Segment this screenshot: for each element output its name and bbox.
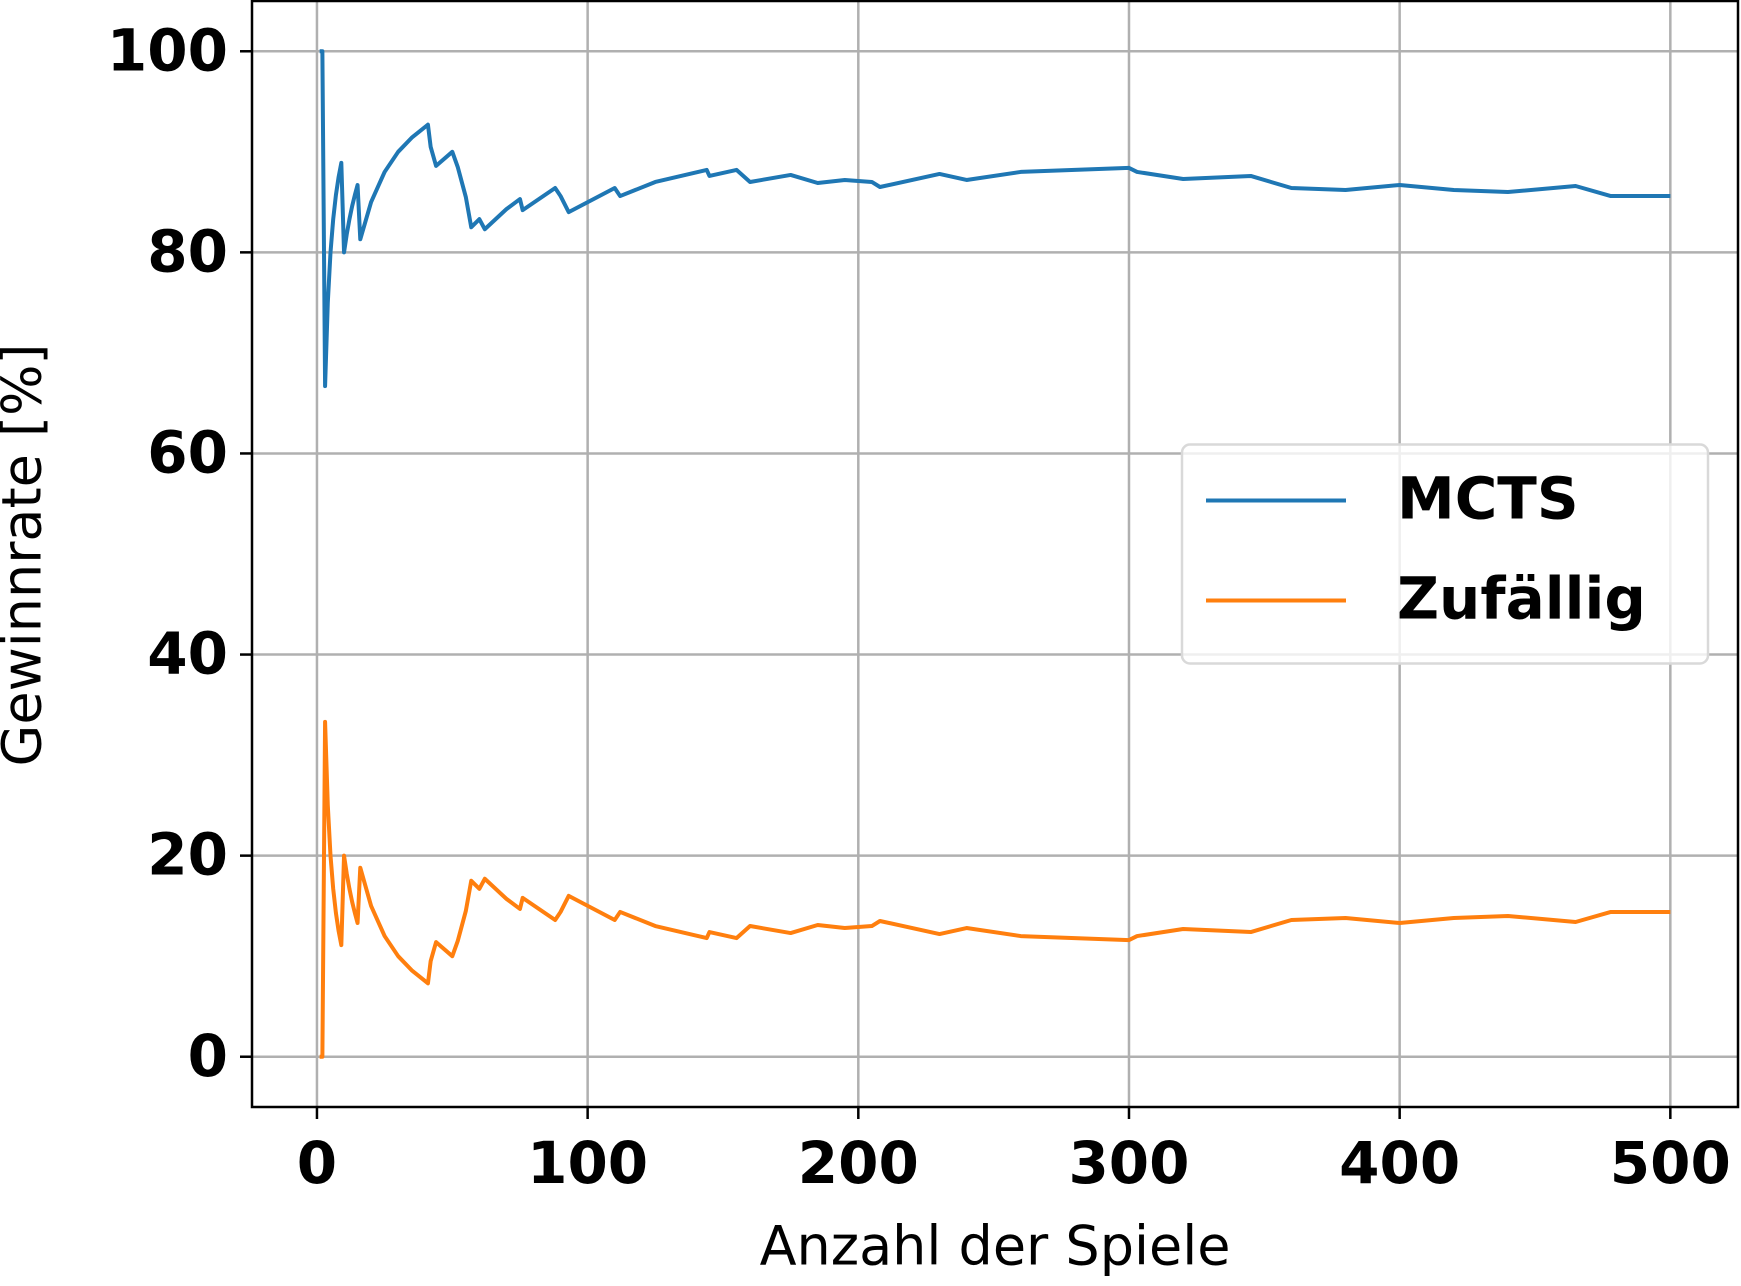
x-tick-label: 100 — [527, 1129, 648, 1197]
x-tick-label: 0 — [297, 1129, 337, 1197]
legend-label: MCTS — [1397, 465, 1579, 533]
y-tick-label: 60 — [147, 419, 228, 487]
plot-frame — [250, 0, 1740, 1109]
y-tick-label: 40 — [147, 620, 228, 688]
x-tick-label: 500 — [1610, 1129, 1731, 1197]
legend-label: Zufällig — [1397, 565, 1646, 633]
x-tick-label: 300 — [1068, 1129, 1189, 1197]
y-tick-label: 20 — [147, 821, 228, 889]
data-line — [319, 719, 1671, 1059]
x-tick-label: 200 — [798, 1129, 919, 1197]
y-tick-label: 100 — [107, 16, 228, 84]
y-tick-label: 80 — [147, 217, 228, 285]
data-line — [319, 49, 1671, 389]
x-axis-label: Anzahl der Spiele — [760, 1215, 1231, 1278]
x-tick-label: 400 — [1339, 1129, 1460, 1197]
y-axis-label: Gewinnrate [%] — [0, 344, 54, 767]
y-tick-label: 0 — [188, 1022, 228, 1090]
